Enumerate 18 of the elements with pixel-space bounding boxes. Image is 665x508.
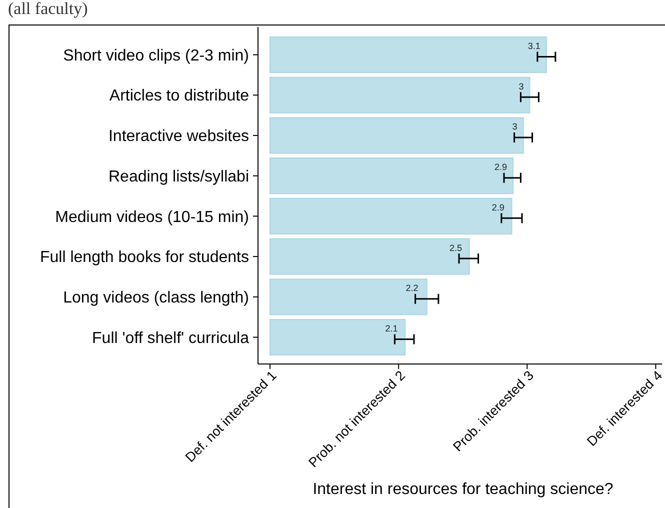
y-tick-label: Full length books for students — [40, 249, 249, 266]
y-tick-label: Reading lists/syllabi — [108, 168, 249, 186]
y-tick-label: Full 'off shelf' curricula — [92, 330, 250, 347]
data-label: 2.2 — [406, 283, 418, 294]
data-label: 3 — [512, 122, 518, 132]
data-label: 2.5 — [449, 242, 462, 253]
data-label: 3 — [518, 81, 524, 92]
data-label: 3.1 — [528, 41, 540, 51]
y-tick-label: Long videos (class length) — [63, 289, 249, 306]
y-tick-label: Medium videos (10-15 min) — [55, 208, 249, 226]
y-tick-label: Articles to distribute — [109, 88, 250, 105]
data-label: 2.1 — [385, 323, 398, 334]
y-tick-label: Short video clips (2-3 min) — [63, 47, 249, 64]
data-label: 2.9 — [492, 202, 504, 212]
text: Interest in resources for teaching science? — [312, 481, 614, 498]
text: (all faculty) — [8, 0, 88, 18]
y-tick-label: Interactive websites — [108, 128, 249, 146]
data-label: 2.9 — [494, 162, 507, 172]
